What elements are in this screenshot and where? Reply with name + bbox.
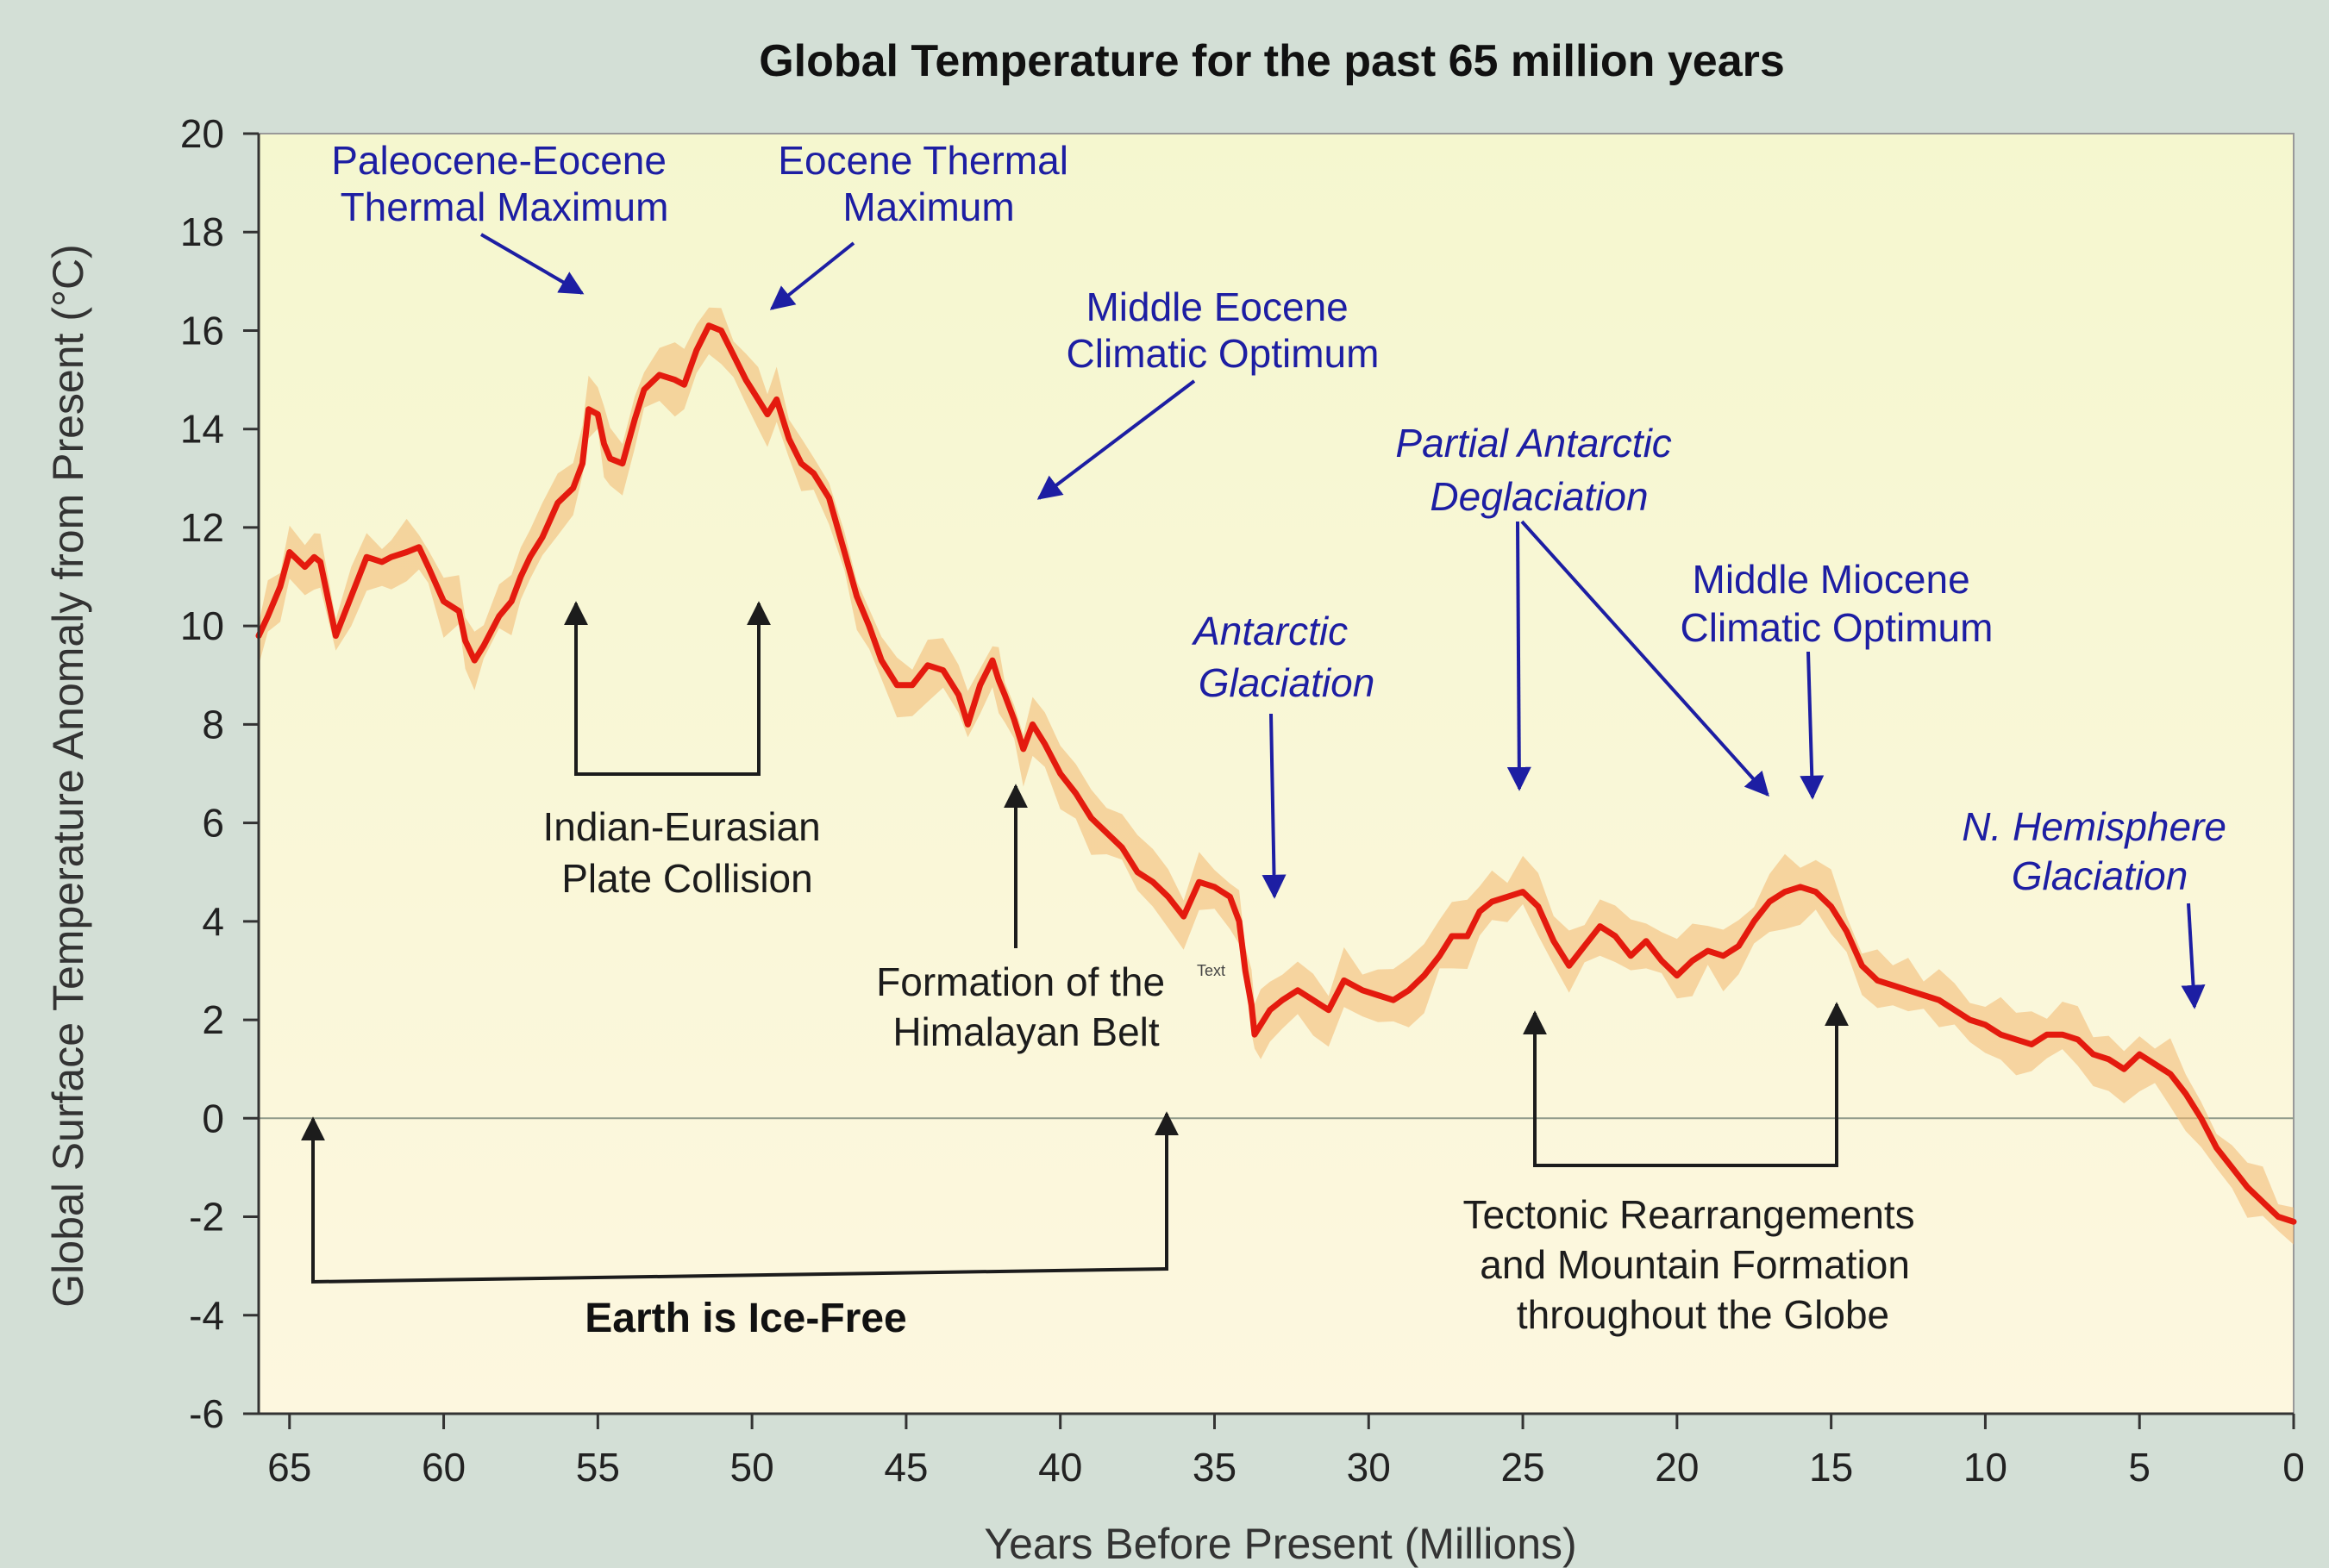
y-tick-label: 18 <box>180 209 224 254</box>
x-tick-label: 5 <box>2128 1445 2151 1490</box>
annotation-mmco: Middle Miocene Climatic Optimum <box>1681 557 1994 650</box>
annotation-meco: Middle Eocene Climatic Optimum <box>1067 284 1380 376</box>
y-tick-label: 16 <box>180 308 224 353</box>
annotation-iepc-line-2: Plate Collision <box>561 856 812 901</box>
bracket-icefree <box>310 1267 1169 1284</box>
y-tick-label: -6 <box>189 1391 224 1436</box>
annotation-petm-line-2: Thermal Maximum <box>341 184 669 229</box>
y-tick-label: -4 <box>189 1293 224 1338</box>
annotation-ag-line-2: Glaciation <box>1199 660 1375 705</box>
y-axis-title: Global Surface Temperature Anomaly from … <box>44 244 92 1307</box>
annotation-mmco-line-1: Middle Miocene <box>1693 557 1970 602</box>
y-tick-label: 4 <box>202 899 224 944</box>
arrow-n-hemisphere-glaciation <box>2181 903 2206 1009</box>
arrow-mmco <box>1800 651 1825 800</box>
annotation-etm-line-1: Eocene Thermal <box>778 138 1068 183</box>
y-tick-label: 0 <box>202 1096 224 1140</box>
annotation-ag-line-1: Antarctic <box>1191 609 1348 653</box>
annotation-earth-ice-free: Earth is Ice-Free <box>585 1296 907 1341</box>
annotation-petm: Paleocene-Eocene Thermal Maximum <box>331 138 678 229</box>
chart-title: Global Temperature for the past 65 milli… <box>759 36 1785 86</box>
annotation-etm-line-2: Maximum <box>842 184 1014 229</box>
x-tick-label: 65 <box>267 1445 311 1490</box>
arrow-meco <box>1036 379 1196 500</box>
x-tick-label: 25 <box>1500 1445 1544 1490</box>
annotation-n-hemisphere-glaciation: N. Hemisphere Glaciation <box>1962 804 2238 898</box>
arrow-petm <box>479 233 585 295</box>
temperature-series-line <box>255 322 2297 1225</box>
annotation-iepc-line-1: Indian-Eurasian <box>543 804 821 849</box>
x-tick-label: 0 <box>2282 1445 2305 1490</box>
annotation-mmco-line-2: Climatic Optimum <box>1681 605 1994 650</box>
annotation-etm: Eocene Thermal Maximum <box>778 138 1079 229</box>
y-tick-label: 6 <box>202 801 224 846</box>
y-tick-label: 8 <box>202 702 224 747</box>
series-layer <box>255 322 2297 1225</box>
x-tick-label: 20 <box>1655 1445 1699 1490</box>
x-tick-label: 35 <box>1193 1445 1236 1490</box>
arrow-etm <box>769 241 855 310</box>
annotation-tectonic-line-2: and Mountain Formation <box>1480 1242 1910 1287</box>
annotation-tectonic-line-1: Tectonic Rearrangements <box>1463 1192 1915 1237</box>
annotation-nhg-line-2: Glaciation <box>2012 853 2188 898</box>
annotation-antarctic-glaciation: Antarctic Glaciation <box>1191 609 1374 705</box>
arrow-pad-1 <box>1506 521 1531 791</box>
x-tick-label: 30 <box>1347 1445 1391 1490</box>
annotation-himalaya-line-2: Himalayan Belt <box>892 1009 1160 1054</box>
annotation-text-mark: Text <box>1197 962 1225 979</box>
x-tick-label: 45 <box>884 1445 928 1490</box>
annotation-himalayan-belt: Formation of the Himalayan Belt <box>876 959 1176 1054</box>
x-tick-label: 50 <box>730 1445 774 1490</box>
x-tick-label: 15 <box>1809 1445 1853 1490</box>
y-tick-label: 2 <box>202 997 224 1042</box>
annotation-meco-line-2: Climatic Optimum <box>1067 331 1380 376</box>
x-tick-label: 60 <box>422 1445 466 1490</box>
arrow-antarctic-glaciation <box>1262 713 1287 899</box>
annotation-indian-eurasian-collision: Indian-Eurasian Plate Collision <box>543 804 832 901</box>
annotation-pad-line-1: Partial Antarctic <box>1395 421 1671 465</box>
y-tick-label: -2 <box>189 1195 224 1240</box>
x-tick-label: 10 <box>1963 1445 2007 1490</box>
y-tick-label: 12 <box>180 505 224 550</box>
x-axis-title: Years Before Present (Millions) <box>984 1520 1576 1568</box>
arrow-pad-2 <box>1520 520 1769 797</box>
annotation-tectonic-line-3: throughout the Globe <box>1517 1292 1889 1337</box>
annotation-meco-line-1: Middle Eocene <box>1086 284 1348 329</box>
annotation-nhg-line-1: N. Hemisphere <box>1962 804 2226 849</box>
x-tick-label: 40 <box>1038 1445 1082 1490</box>
annotation-tectonic-rearrangements: Tectonic Rearrangements and Mountain For… <box>1463 1192 1926 1337</box>
annotation-himalaya-line-1: Formation of the <box>876 959 1165 1004</box>
annotation-pad-line-2: Deglaciation <box>1430 474 1648 519</box>
annotation-partial-antarctic-deglaciation: Partial Antarctic Deglaciation <box>1395 421 1682 519</box>
annotation-petm-line-1: Paleocene-Eocene <box>331 138 667 183</box>
x-tick-label: 55 <box>576 1445 620 1490</box>
y-tick-label: 20 <box>180 111 224 156</box>
y-tick-label: 10 <box>180 603 224 648</box>
y-tick-label: 14 <box>180 407 224 452</box>
